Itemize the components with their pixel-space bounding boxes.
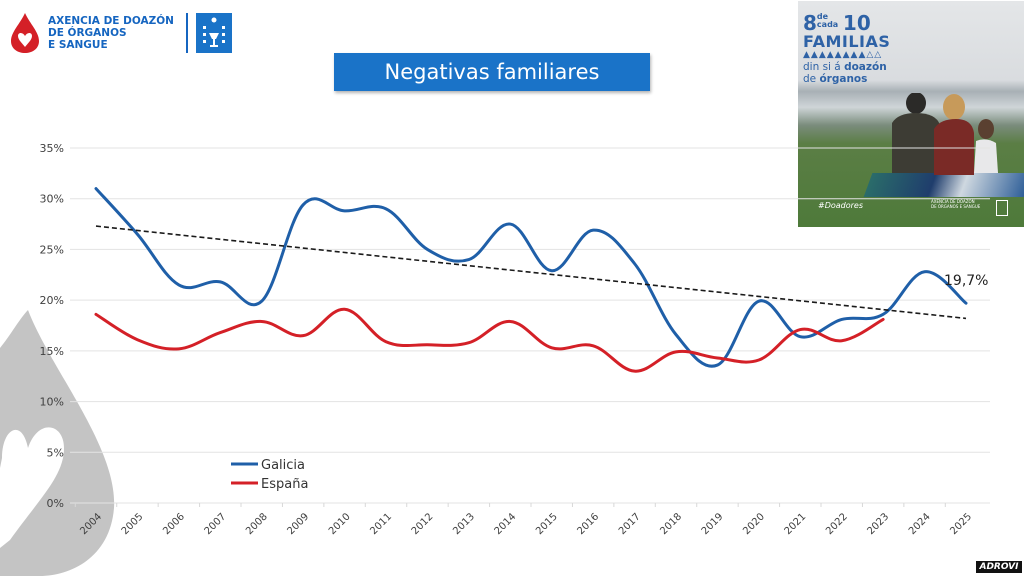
x-tick-label: 2025 [948,511,974,537]
poster-footer-logo: AXENCIA DE DOAZÓN DE ÓRGANOS E SANGUE [931,199,981,209]
legend-label: España [261,477,308,492]
series-line-galicia [94,187,968,368]
x-axis-ticks: 2004 2005 2006 2007 2008 2009 2010 2011 2012 2013… [74,503,974,537]
agency-name: AXENCIA DE DOAZÓN DE ÓRGANOS E SANGUE [48,15,174,51]
x-tick-label: 2011 [368,511,394,537]
x-tick-label: 2010 [327,511,353,537]
agency-name-line: AXENCIA DE DOAZÓN [48,15,174,27]
x-tick-label: 2013 [451,511,477,537]
x-tick-label: 2014 [493,511,519,537]
poster-xunta-icon [996,200,1008,216]
x-tick-label: 2015 [534,511,560,537]
agency-name-line: DE ÓRGANOS [48,27,127,39]
y-tick-label: 35% [40,142,64,155]
trendline [95,225,967,320]
poster-text-bold: órganos [819,73,868,85]
chart-title: Negativas familiares [334,53,650,91]
x-tick-label: 2016 [575,511,601,537]
y-tick-label: 5% [47,446,64,459]
legend-label: Galicia [261,458,305,473]
x-tick-label: 2012 [410,511,436,537]
y-tick-label: 30% [40,193,64,206]
gridlines [70,147,990,504]
watermark-drop-icon [0,310,115,576]
people-icons: ▲▲▲▲▲▲▲▲△△ [803,50,883,60]
x-tick-label: 2020 [741,511,767,537]
y-tick-label: 10% [40,396,64,409]
poster-text: de [803,73,820,85]
x-tick-label: 2009 [285,511,311,537]
poster-text-bold: doazón [844,61,887,73]
x-tick-label: 2017 [617,511,643,537]
poster-headline: 8de cada 10 FAMILIAS ▲▲▲▲▲▲▲▲△△ din si á … [803,11,891,86]
agency-logo: AXENCIA DE DOAZÓN DE ÓRGANOS E SANGUE [10,12,232,54]
agency-name-line: E SANGUE [48,39,108,51]
x-tick-label: 2024 [907,511,933,537]
x-tick-label: 2021 [783,511,809,537]
blood-drop-heart-icon [11,13,39,53]
x-tick-label: 2006 [161,511,187,537]
y-tick-label: 25% [40,243,64,256]
annotations: 19,7% [944,273,988,289]
x-tick-label: 2004 [78,511,104,537]
x-tick-label: 2008 [244,511,270,537]
legend: Galicia España [231,458,308,492]
poster-text: din si á [803,61,845,73]
x-tick-label: 2022 [824,511,850,537]
poster-headline-number: 8 [803,11,817,35]
x-tick-label: 2019 [700,511,726,537]
logo-divider [185,13,188,53]
x-tick-label: 2018 [658,511,684,537]
y-axis-ticks: 0% 5% 10% 15% 20% 25% 30% 35% [40,142,64,510]
data-label: 19,7% [944,273,988,289]
x-tick-label: 2007 [203,511,229,537]
series-lines [94,187,968,373]
x-tick-label: 2023 [865,511,891,537]
galicia-coat-of-arms-icon [195,13,232,53]
series-line-españa [94,307,885,373]
y-tick-label: 0% [47,497,64,510]
poster-headline-small: de cada [816,12,839,29]
y-tick-label: 15% [40,345,64,358]
y-tick-label: 20% [40,294,64,307]
watermark-brand: ADROVI [976,561,1022,573]
poster-hashtag: #Doadores [818,201,864,210]
poster-headline-number: 10 [842,11,871,35]
poster-headline-word: FAMILIAS [803,32,891,51]
x-tick-label: 2005 [120,511,146,537]
campaign-poster-image: 8de cada 10 FAMILIAS ▲▲▲▲▲▲▲▲△△ din si á … [798,1,1024,227]
